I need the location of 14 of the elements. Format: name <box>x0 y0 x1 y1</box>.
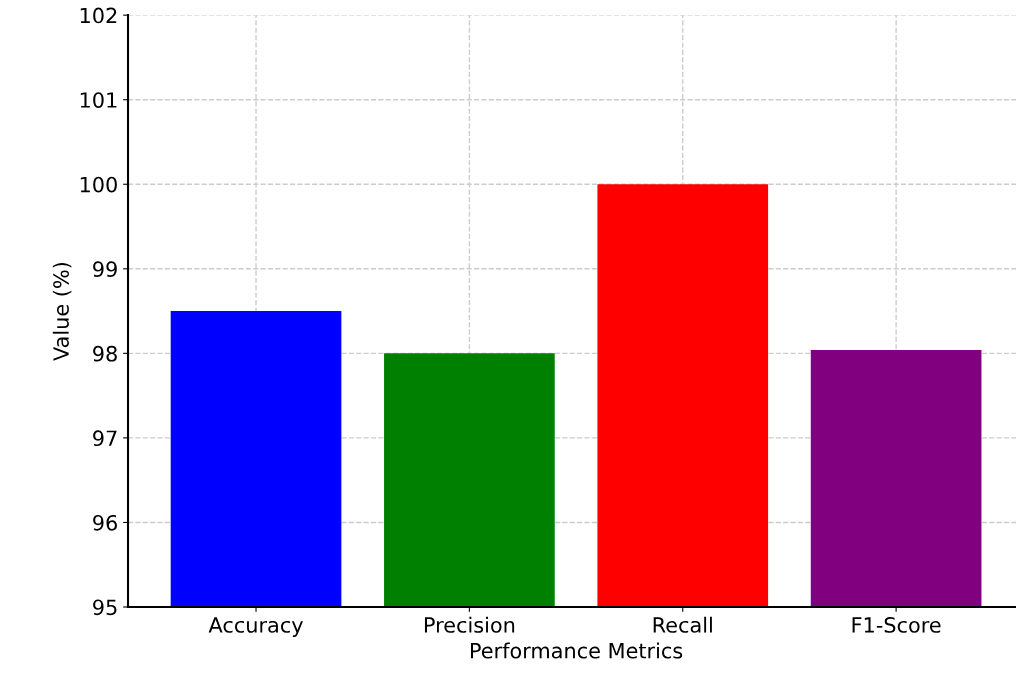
y-tick-label: 99 <box>93 261 117 278</box>
y-tick-label: 96 <box>93 514 117 531</box>
x-tick-label: Recall <box>653 616 712 633</box>
y-tick-label: 97 <box>93 430 117 447</box>
y-tick-label: 95 <box>93 599 117 616</box>
y-tick-label: 100 <box>80 176 117 193</box>
x-tick-label: F1-Score <box>852 617 941 633</box>
x-tick-label: Precision <box>424 616 515 633</box>
y-tick-label: 98 <box>93 345 117 362</box>
y-axis-title: Value (%) <box>52 262 72 361</box>
x-axis-title: Performance Metrics <box>470 642 683 659</box>
y-tick-label: 101 <box>80 92 117 108</box>
y-tick-label: 102 <box>80 7 117 24</box>
x-tick-label: Accuracy <box>208 617 303 637</box>
